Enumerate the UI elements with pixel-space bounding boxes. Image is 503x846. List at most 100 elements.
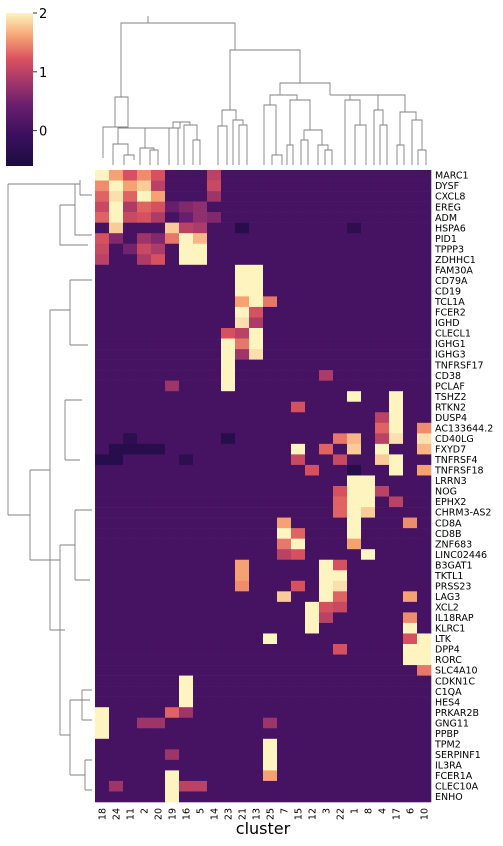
- row-label: AC133644.2: [435, 423, 493, 434]
- heatmap-cell: [417, 296, 432, 308]
- heatmap-cell: [375, 328, 390, 339]
- heatmap-cell: [291, 243, 306, 255]
- heatmap-cell: [417, 222, 432, 234]
- heatmap-cell: [151, 170, 166, 181]
- heatmap-cell: [165, 285, 180, 297]
- heatmap-cell: [221, 180, 236, 192]
- heatmap-cell: [235, 422, 250, 434]
- heatmap-cell: [109, 201, 124, 213]
- heatmap-cell: [347, 686, 362, 697]
- heatmap-cell: [389, 612, 404, 624]
- heatmap-cell: [95, 191, 110, 202]
- heatmap-cell: [333, 738, 348, 750]
- heatmap-cell: [151, 285, 166, 297]
- heatmap-cell: [361, 180, 376, 192]
- heatmap-cell: [347, 580, 362, 592]
- heatmap-cell: [137, 686, 152, 697]
- column-label: 4: [378, 808, 389, 814]
- heatmap-cell: [249, 180, 264, 192]
- heatmap-cell: [151, 665, 166, 676]
- heatmap-cell: [347, 791, 362, 803]
- heatmap-cell: [403, 306, 418, 318]
- column-label: 15: [294, 808, 305, 820]
- heatmap-cell: [95, 422, 110, 434]
- heatmap-cell: [277, 264, 292, 276]
- heatmap-cell: [305, 222, 320, 234]
- heatmap-cell: [319, 328, 334, 339]
- heatmap-cell: [333, 633, 348, 645]
- heatmap-cell: [193, 717, 208, 729]
- heatmap-cell: [333, 791, 348, 803]
- heatmap-cell: [375, 759, 390, 771]
- heatmap-cell: [305, 201, 320, 213]
- heatmap-cell: [235, 791, 250, 803]
- heatmap-cell: [375, 401, 390, 413]
- heatmap-cell: [277, 717, 292, 729]
- heatmap-cell: [263, 222, 278, 234]
- heatmap-cell: [375, 275, 390, 287]
- row-label: CDKN1C: [435, 676, 475, 687]
- heatmap-cell: [137, 654, 152, 666]
- heatmap-cell: [361, 306, 376, 318]
- heatmap-cell: [151, 633, 166, 645]
- heatmap-cell: [291, 222, 306, 234]
- heatmap-cell: [235, 517, 250, 529]
- heatmap-cell: [347, 507, 362, 518]
- heatmap-cell: [333, 191, 348, 202]
- heatmap-cell: [361, 201, 376, 213]
- row-label: PRKAR2B: [435, 708, 479, 719]
- heatmap-cell: [151, 517, 166, 529]
- heatmap-cell: [389, 559, 404, 571]
- heatmap-cell: [375, 180, 390, 192]
- heatmap-cell: [291, 275, 306, 287]
- heatmap-cell: [417, 317, 432, 329]
- heatmap-cell: [305, 601, 320, 613]
- heatmap-cell: [263, 180, 278, 192]
- heatmap-cell: [403, 738, 418, 750]
- heatmap-cell: [291, 317, 306, 329]
- heatmap-cell: [361, 580, 376, 592]
- heatmap-cell: [333, 570, 348, 582]
- heatmap-cell: [417, 233, 432, 245]
- heatmap-cell: [207, 486, 222, 497]
- heatmap-cell: [221, 528, 236, 539]
- heatmap-cell: [361, 780, 376, 792]
- heatmap-cell: [109, 338, 124, 350]
- heatmap-cell: [291, 528, 306, 539]
- heatmap-cell: [109, 222, 124, 234]
- heatmap-cell: [347, 212, 362, 223]
- heatmap-cell: [151, 696, 166, 708]
- heatmap-cell: [165, 570, 180, 582]
- heatmap-cell: [305, 191, 320, 202]
- heatmap-cell: [305, 738, 320, 750]
- heatmap-cell: [277, 780, 292, 792]
- heatmap-cell: [207, 306, 222, 318]
- heatmap-cell: [305, 528, 320, 539]
- heatmap-cell: [109, 791, 124, 803]
- colorbar-tick-label: 1: [39, 66, 47, 81]
- heatmap-cell: [193, 349, 208, 360]
- heatmap-cell: [361, 601, 376, 613]
- heatmap-cell: [179, 306, 194, 318]
- heatmap-cell: [151, 201, 166, 213]
- heatmap-cell: [347, 622, 362, 634]
- heatmap-cell: [403, 296, 418, 308]
- heatmap-cell: [347, 475, 362, 487]
- heatmap-cell: [151, 422, 166, 434]
- heatmap-cell: [417, 338, 432, 350]
- heatmap-cell: [249, 486, 264, 497]
- heatmap-cell: [347, 359, 362, 371]
- heatmap-cell: [193, 780, 208, 792]
- heatmap-cell: [403, 665, 418, 676]
- heatmap-cell: [305, 707, 320, 719]
- heatmap-cell: [361, 759, 376, 771]
- heatmap-cell: [179, 328, 194, 339]
- heatmap-cell: [165, 296, 180, 308]
- heatmap-cell: [319, 654, 334, 666]
- heatmap-cell: [403, 275, 418, 287]
- heatmap-cell: [179, 338, 194, 350]
- column-label: 6: [406, 808, 417, 814]
- heatmap-cell: [137, 559, 152, 571]
- heatmap-cell: [277, 296, 292, 308]
- heatmap-cell: [137, 622, 152, 634]
